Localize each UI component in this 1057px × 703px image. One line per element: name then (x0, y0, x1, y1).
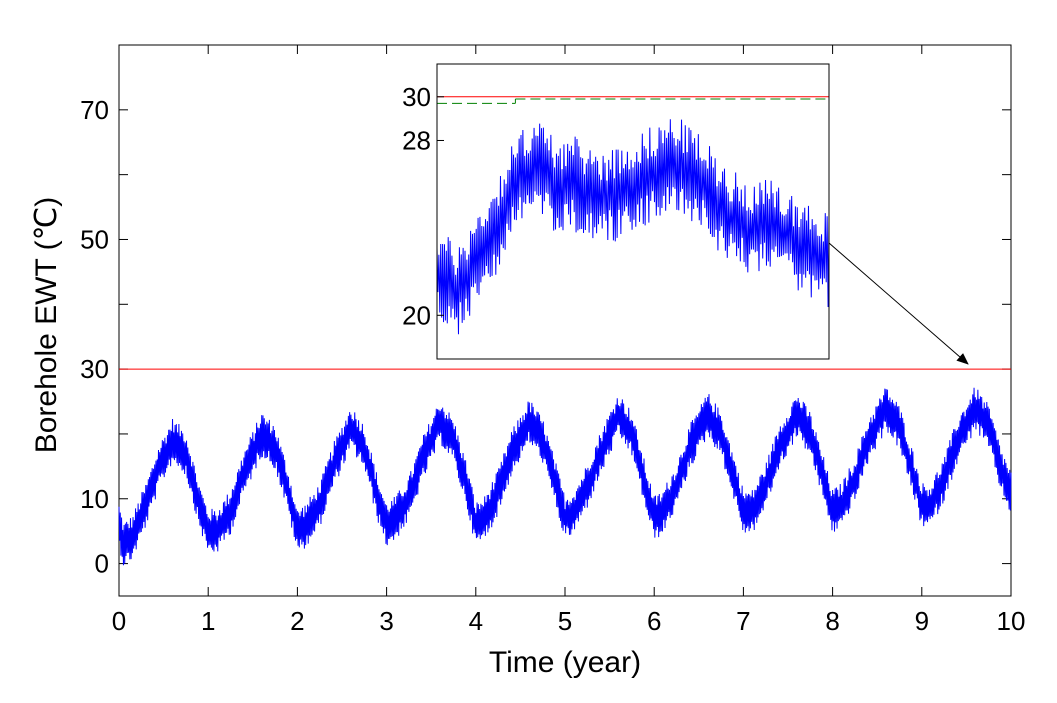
inset-y-tick-label: 30 (402, 82, 431, 112)
x-tick-label: 10 (997, 606, 1026, 636)
main-series-group (118, 387, 1012, 566)
x-tick-label: 9 (915, 606, 929, 636)
x-tick-label: 8 (825, 606, 839, 636)
inset-y-tick-label: 20 (402, 300, 431, 330)
x-tick-label: 2 (290, 606, 304, 636)
y-tick-label: 50 (80, 224, 109, 254)
x-tick-label: 7 (736, 606, 750, 636)
main-y-ticks: 0 10 30 50 70 (80, 44, 1011, 579)
y-tick-label: 10 (80, 484, 109, 514)
inset-series-group (436, 119, 830, 335)
inset-plot-frame (436, 63, 830, 360)
x-tick-label: 4 (469, 606, 483, 636)
inset-reference-lines (437, 96, 829, 104)
main-ewt-series-line (118, 387, 1012, 566)
inset-background (437, 64, 829, 359)
main-x-ticks: 0 1 2 3 4 5 6 7 8 9 10 (112, 45, 1026, 636)
main-plot-area: 0 1 2 3 4 5 6 7 8 9 10 0 10 30 50 70 (80, 44, 1026, 636)
y-tick-label: 0 (95, 549, 109, 579)
inset-ewt-series-line (436, 119, 830, 335)
x-axis-title: Time (year) (489, 646, 641, 679)
inset-y-ticks: 20 28 30 (402, 82, 444, 330)
zoom-arrow (828, 242, 969, 365)
x-tick-label: 1 (201, 606, 215, 636)
x-tick-label: 5 (558, 606, 572, 636)
y-tick-label: 70 (80, 95, 109, 125)
x-tick-label: 6 (647, 606, 661, 636)
x-tick-label: 3 (379, 606, 393, 636)
inset-plot-area: 20 28 30 (402, 63, 830, 360)
y-axis-title: Borehole EWT (℃) (30, 197, 63, 454)
x-tick-label: 0 (112, 606, 126, 636)
inset-y-tick-label: 28 (402, 125, 431, 155)
y-tick-label: 30 (80, 354, 109, 384)
